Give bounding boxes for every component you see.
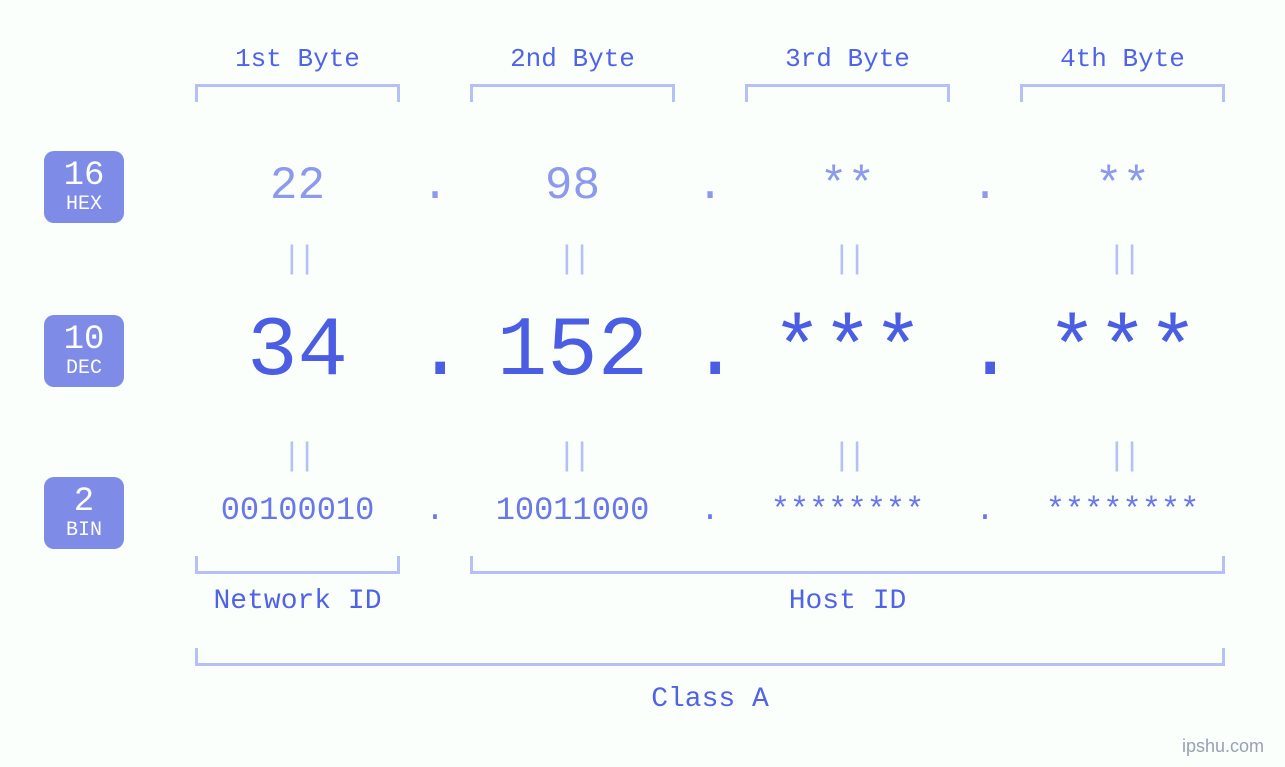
network_id-bracket: [195, 556, 400, 574]
byte-bracket-4: [1020, 84, 1225, 102]
equals-icon: ||: [160, 241, 435, 278]
badge-bin-label: BIN: [66, 521, 102, 541]
badge-hex: 16HEX: [44, 151, 124, 223]
dec-octet-2: 152: [435, 305, 710, 400]
badge-bin-base: 2: [74, 485, 94, 519]
bin-octet-3: ********: [710, 492, 985, 529]
badge-hex-base: 16: [64, 159, 105, 193]
class-bracket: [195, 648, 1225, 666]
equals-icon: ||: [985, 241, 1260, 278]
byte-header-3: 3rd Byte: [710, 44, 985, 74]
badge-dec-label: DEC: [66, 359, 102, 379]
host_id-label: Host ID: [470, 586, 1225, 617]
hex-octet-1: 22: [160, 160, 435, 212]
dec-octet-4: ***: [985, 305, 1260, 400]
badge-dec-base: 10: [64, 323, 105, 357]
equals-icon: ||: [710, 241, 985, 278]
hex-octet-4: **: [985, 160, 1260, 212]
host_id-bracket: [470, 556, 1225, 574]
bin-octet-2: 10011000: [435, 492, 710, 529]
byte-bracket-1: [195, 84, 400, 102]
class-label: Class A: [195, 684, 1225, 715]
hex-octet-2: 98: [435, 160, 710, 212]
equals-icon: ||: [985, 438, 1260, 475]
byte-bracket-3: [745, 84, 950, 102]
network_id-label: Network ID: [195, 586, 400, 617]
badge-bin: 2BIN: [44, 477, 124, 549]
equals-icon: ||: [435, 241, 710, 278]
badge-dec: 10DEC: [44, 315, 124, 387]
byte-header-2: 2nd Byte: [435, 44, 710, 74]
equals-icon: ||: [710, 438, 985, 475]
bin-octet-1: 00100010: [160, 492, 435, 529]
bin-octet-4: ********: [985, 492, 1260, 529]
dec-octet-3: ***: [710, 305, 985, 400]
byte-header-4: 4th Byte: [985, 44, 1260, 74]
hex-octet-3: **: [710, 160, 985, 212]
byte-bracket-2: [470, 84, 675, 102]
badge-hex-label: HEX: [66, 195, 102, 215]
equals-icon: ||: [160, 438, 435, 475]
dec-octet-1: 34: [160, 305, 435, 400]
byte-header-1: 1st Byte: [160, 44, 435, 74]
equals-icon: ||: [435, 438, 710, 475]
watermark: ipshu.com: [1182, 736, 1264, 757]
